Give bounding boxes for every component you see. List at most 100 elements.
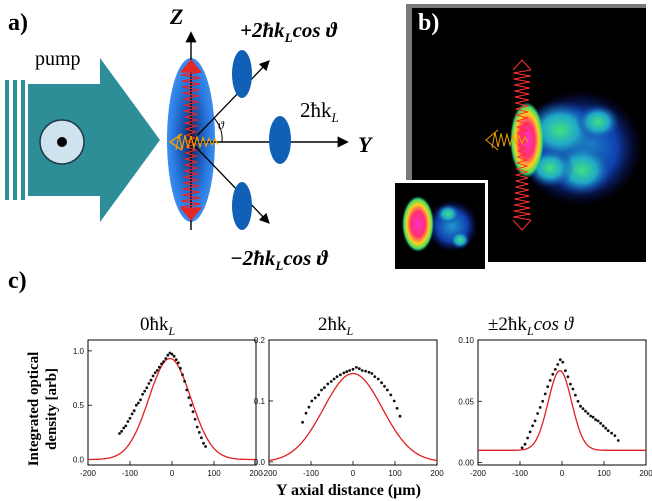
data-point (155, 369, 159, 372)
data-point (329, 380, 333, 383)
x-tick-label: 200 (430, 469, 444, 478)
data-point (370, 372, 374, 375)
data-point (168, 351, 172, 355)
lobe-upper (232, 50, 252, 98)
data-point (569, 382, 572, 386)
data-point (389, 393, 393, 397)
beam-down-arrow (190, 141, 270, 224)
data-point (204, 445, 208, 448)
plot3-title: ±2ħkLcos ϑ (488, 314, 574, 338)
data-point (538, 406, 542, 409)
x-axis-title: Y axial distance (μm) (276, 482, 421, 499)
x-tick-label: 0 (560, 469, 565, 478)
data-point (310, 399, 314, 403)
plot1-title: 0ħkL (140, 314, 176, 338)
x-tick-label: 100 (207, 469, 221, 478)
data-point (392, 399, 396, 403)
data-point (122, 426, 126, 430)
data-point (320, 388, 323, 392)
y-tick-label: 0.0 (254, 458, 266, 467)
x-tick-label: -100 (303, 469, 320, 478)
data-point (367, 370, 371, 374)
data-point (599, 421, 602, 425)
y-tick-label: 0.05 (458, 397, 474, 406)
data-point (386, 388, 389, 392)
pump-stripes (5, 80, 25, 200)
data-point (383, 384, 386, 388)
plot-2: -200 -100 0 100 200 0.0 0.1 0.2 (254, 336, 444, 478)
data-point (339, 373, 342, 377)
data-point (166, 353, 170, 357)
data-point (179, 366, 182, 370)
x-tick-label: 200 (639, 469, 652, 478)
x-tick-label: -200 (470, 469, 487, 478)
data-point (326, 382, 330, 386)
data-point (610, 431, 613, 435)
data-point (162, 360, 166, 364)
data-point (313, 396, 317, 400)
y-tick-label: 0.0 (73, 456, 85, 465)
panel-c-label: c) (8, 268, 27, 294)
y-axis-title: Integrated optical density [arb] (26, 351, 60, 467)
data-point (323, 386, 326, 389)
data-point (197, 431, 201, 434)
data-point (143, 389, 147, 393)
data-point (181, 373, 184, 377)
data-point (589, 414, 592, 418)
data-point (134, 403, 138, 407)
red-beam-b (512, 59, 532, 231)
data-point (193, 417, 197, 421)
data-point (130, 412, 134, 416)
data-point (360, 369, 364, 372)
data-point (332, 377, 336, 381)
x-tick-label: -200 (80, 469, 97, 478)
data-point (164, 357, 168, 360)
panel-b-label: b) (418, 10, 440, 36)
data-point (147, 382, 151, 385)
fit-curve (268, 372, 438, 462)
data-point (355, 366, 358, 369)
lobe-middle (269, 116, 291, 164)
beam-bottom-label: −2ħkLcos ϑ (230, 246, 328, 274)
data-point (202, 441, 205, 445)
data-point (533, 419, 537, 423)
data-point (613, 434, 617, 437)
y-tick-label: 1.0 (73, 347, 85, 356)
x-tick-label: -200 (261, 469, 278, 478)
plot-frame (477, 339, 647, 466)
data-point (137, 401, 140, 405)
data-point (601, 424, 605, 428)
data-point (139, 398, 142, 402)
plot-1: -200 -100 0 100 200 0.0 0.5 1.0 (73, 339, 263, 478)
data-point (564, 369, 567, 372)
data-point (158, 365, 161, 369)
data-point (170, 352, 174, 356)
y-tick-label: 0.1 (254, 397, 266, 406)
data-point (553, 368, 557, 371)
data-point (342, 371, 346, 375)
data-point (536, 412, 539, 415)
data-point (541, 399, 545, 403)
z-axis-label: Z (170, 4, 184, 29)
data-point (558, 358, 562, 361)
data-point (145, 386, 149, 390)
data-point (548, 379, 552, 382)
data-point (195, 425, 199, 429)
x-tick-label: -100 (122, 469, 139, 478)
angle-label: ϑ (218, 118, 224, 132)
data-point (581, 407, 585, 410)
data-point (574, 393, 577, 397)
data-point (591, 415, 595, 419)
data-point (373, 375, 377, 378)
data-point (307, 405, 311, 409)
data-point (543, 392, 547, 396)
data-point (149, 378, 153, 382)
data-point (561, 360, 565, 364)
data-point (128, 416, 132, 420)
data-point (551, 372, 555, 376)
data-point (176, 361, 180, 365)
orange-beam-b (485, 129, 529, 151)
data-point (351, 367, 355, 371)
